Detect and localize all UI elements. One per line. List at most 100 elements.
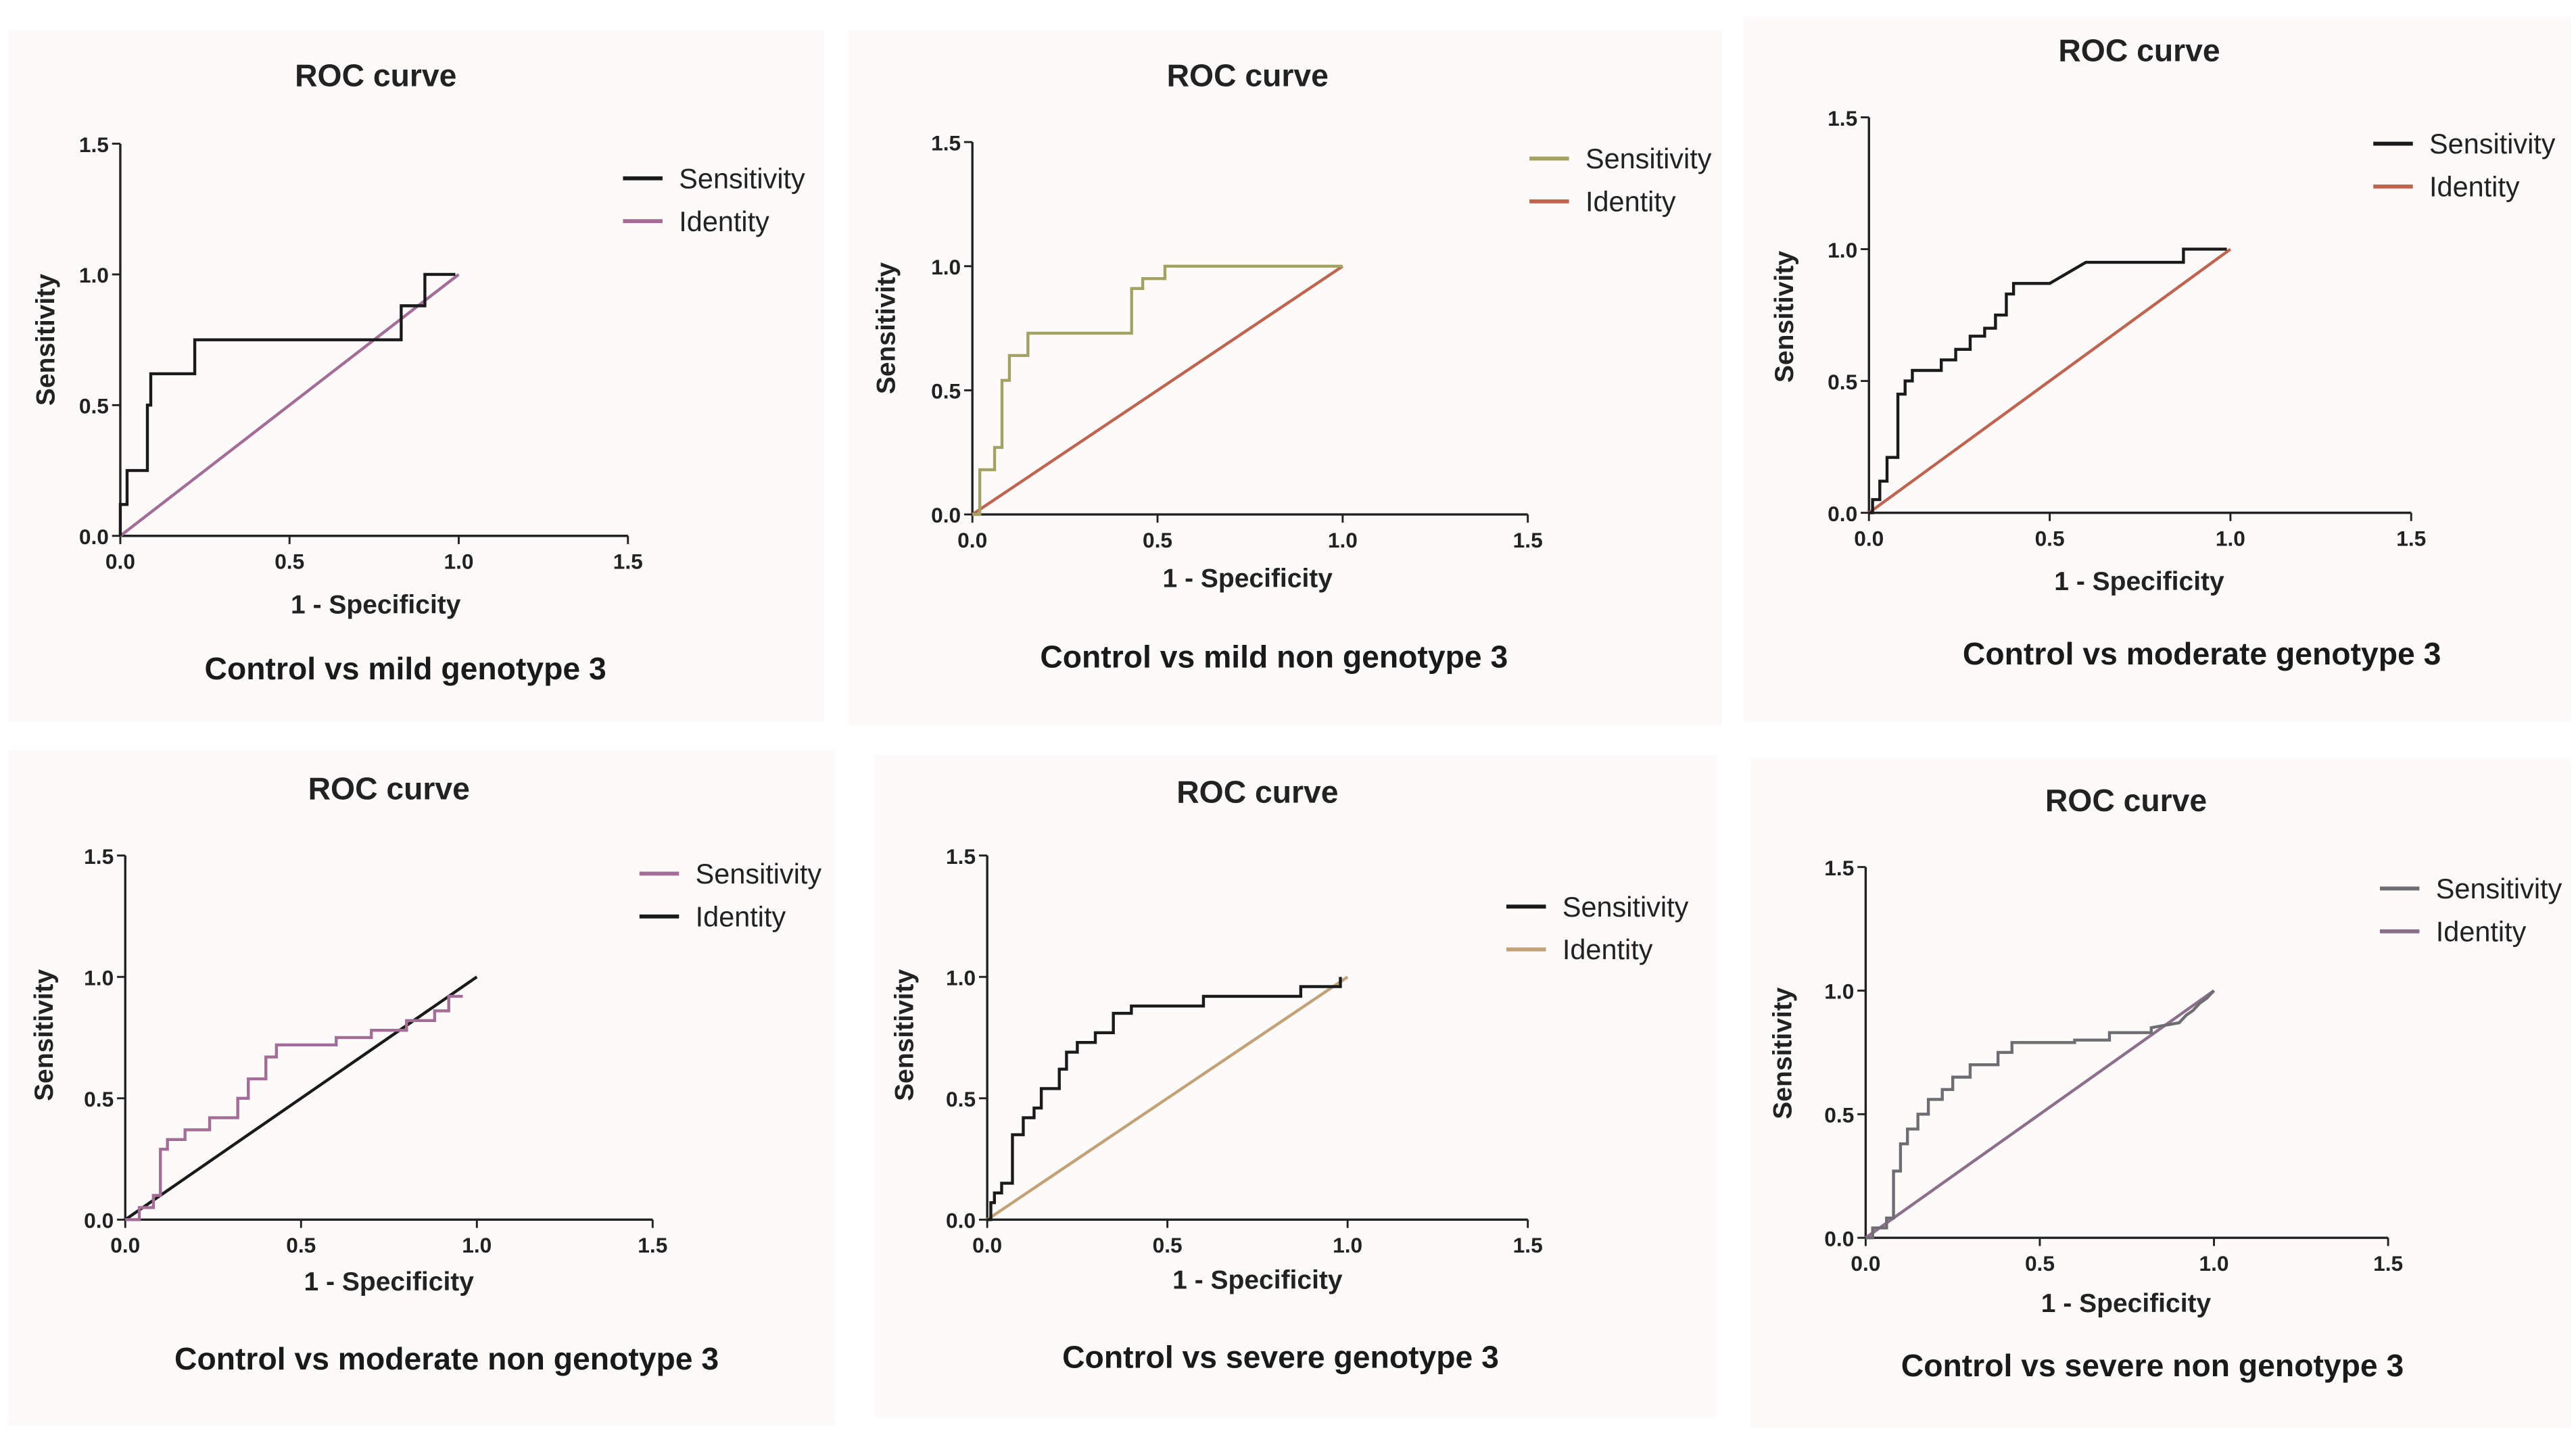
x-tick-label: 1.0 bbox=[1333, 1233, 1362, 1257]
legend-label-sensitivity: Sensitivity bbox=[2436, 873, 2562, 904]
y-axis-label: Sensitivity bbox=[890, 969, 919, 1100]
x-tick-label: 0.0 bbox=[1854, 526, 1884, 550]
x-tick-label: 1.5 bbox=[1513, 528, 1543, 552]
x-tick-label: 0.0 bbox=[105, 549, 135, 573]
legend-label-identity: Identity bbox=[2429, 171, 2520, 203]
y-axis-label: Sensitivity bbox=[1770, 251, 1799, 383]
x-tick-label: 0.0 bbox=[110, 1233, 140, 1257]
x-tick-label: 0.5 bbox=[275, 549, 304, 573]
panel-background bbox=[8, 750, 836, 1426]
y-tick-label: 0.0 bbox=[946, 1209, 976, 1233]
x-tick-label: 1.5 bbox=[2373, 1251, 2403, 1276]
chart-caption: Control vs moderate genotype 3 bbox=[1963, 636, 2441, 671]
y-tick-label: 0.5 bbox=[931, 379, 961, 404]
chart-title: ROC curve bbox=[308, 771, 470, 806]
y-tick-label: 1.0 bbox=[946, 965, 976, 990]
x-tick-label: 1.5 bbox=[613, 549, 643, 573]
panel-background bbox=[849, 30, 1723, 726]
y-tick-label: 1.5 bbox=[1828, 106, 1857, 130]
y-tick-label: 0.0 bbox=[1828, 502, 1857, 526]
y-tick-label: 1.5 bbox=[946, 844, 976, 869]
chart-caption: Control vs severe non genotype 3 bbox=[1901, 1348, 2404, 1383]
series-line-sensitivity bbox=[1865, 990, 2216, 1240]
legend-label-sensitivity: Sensitivity bbox=[2429, 128, 2556, 160]
series-line-sensitivity bbox=[125, 994, 463, 1221]
x-axis-label: 1 - Specificity bbox=[2041, 1289, 2212, 1318]
series-line-identity bbox=[1867, 247, 2232, 514]
y-axis-label: Sensitivity bbox=[30, 969, 59, 1100]
y-tick-label: 1.0 bbox=[79, 263, 109, 287]
y-tick-label: 0.5 bbox=[1824, 1103, 1854, 1127]
y-tick-label: 0.5 bbox=[1828, 370, 1857, 394]
legend-label-sensitivity: Sensitivity bbox=[1585, 143, 1712, 174]
chart-title: ROC curve bbox=[2058, 33, 2220, 68]
series-line-identity bbox=[1865, 989, 2215, 1239]
y-tick-label: 1.5 bbox=[1824, 856, 1854, 880]
legend-label-sensitivity: Sensitivity bbox=[1563, 891, 1689, 923]
y-tick-label: 1.0 bbox=[1824, 979, 1854, 1004]
x-axis-label: 1 - Specificity bbox=[2054, 567, 2224, 596]
x-axis-label: 1 - Specificity bbox=[304, 1267, 475, 1296]
chart-caption: Control vs mild non genotype 3 bbox=[1040, 639, 1508, 675]
legend-label-identity: Identity bbox=[1585, 186, 1676, 218]
x-tick-label: 0.5 bbox=[1153, 1233, 1183, 1257]
y-tick-label: 0.5 bbox=[84, 1087, 114, 1111]
x-tick-label: 0.5 bbox=[1143, 528, 1172, 552]
y-tick-label: 1.0 bbox=[931, 255, 961, 279]
chart-caption: Control vs mild genotype 3 bbox=[205, 651, 606, 686]
roc-panel-4: ROC curve 0.0 0.5 1.0 1.5 0.0 0.5 1.0 1.5 1 - Spe… bbox=[8, 750, 836, 1426]
y-tick-label: 0.5 bbox=[79, 394, 109, 418]
roc-panel-1: ROC curve 0.0 0.5 1.0 1.5 0.0 0.5 1.0 1.5 1 - Spe… bbox=[8, 30, 824, 723]
legend-label-identity: Identity bbox=[2436, 915, 2527, 947]
x-tick-label: 0.0 bbox=[1851, 1251, 1880, 1276]
y-tick-label: 1.5 bbox=[931, 130, 961, 155]
x-tick-label: 0.0 bbox=[972, 1233, 1002, 1257]
x-axis-label: 1 - Specificity bbox=[1163, 564, 1333, 593]
y-tick-label: 0.5 bbox=[946, 1087, 976, 1111]
chart-title: ROC curve bbox=[1167, 57, 1329, 93]
y-axis-label: Sensitivity bbox=[872, 262, 901, 394]
series-line-sensitivity bbox=[972, 264, 1343, 516]
x-tick-label: 1.0 bbox=[2199, 1251, 2229, 1276]
legend-label-identity: Identity bbox=[696, 900, 786, 932]
legend-label-sensitivity: Sensitivity bbox=[696, 858, 822, 890]
series-line-identity bbox=[971, 264, 1344, 516]
roc-panel-3: ROC curve 0.0 0.5 1.0 1.5 0.0 0.5 1.0 1.5 1 - Spe… bbox=[1744, 16, 2571, 723]
x-tick-label: 0.5 bbox=[2035, 526, 2065, 550]
y-tick-label: 0.0 bbox=[84, 1209, 114, 1233]
x-axis-label: 1 - Specificity bbox=[1172, 1266, 1343, 1295]
chart-caption: Control vs severe genotype 3 bbox=[1062, 1340, 1499, 1375]
panel-background bbox=[1744, 16, 2571, 723]
x-tick-label: 1.5 bbox=[2396, 526, 2426, 550]
y-tick-label: 1.5 bbox=[79, 132, 109, 157]
y-tick-label: 1.0 bbox=[84, 965, 114, 990]
legend-label-sensitivity: Sensitivity bbox=[679, 162, 805, 194]
x-tick-label: 1.5 bbox=[638, 1233, 667, 1257]
roc-panel-2: ROC curve 0.0 0.5 1.0 1.5 0.0 0.5 1.0 1.5 1 - Spe… bbox=[849, 30, 1723, 726]
x-tick-label: 1.0 bbox=[2216, 526, 2245, 550]
x-tick-label: 0.5 bbox=[286, 1233, 316, 1257]
y-axis-label: Sensitivity bbox=[1769, 987, 1798, 1119]
y-tick-label: 0.0 bbox=[931, 503, 961, 527]
series-line-sensitivity bbox=[987, 977, 1342, 1221]
x-tick-label: 1.0 bbox=[444, 549, 473, 573]
x-tick-label: 1.0 bbox=[462, 1233, 492, 1257]
x-axis-label: 1 - Specificity bbox=[291, 590, 461, 619]
x-tick-label: 1.5 bbox=[1513, 1233, 1543, 1257]
chart-title: ROC curve bbox=[295, 57, 456, 93]
y-tick-label: 1.5 bbox=[84, 844, 114, 869]
roc-panel-5: ROC curve 0.0 0.5 1.0 1.5 0.0 0.5 1.0 1.5 1 - Spe… bbox=[873, 754, 1717, 1417]
chart-caption: Control vs moderate non genotype 3 bbox=[174, 1341, 719, 1376]
panel-background bbox=[1750, 758, 2571, 1431]
chart-title: ROC curve bbox=[1176, 775, 1338, 810]
x-tick-label: 0.5 bbox=[2025, 1251, 2055, 1276]
series-line-sensitivity bbox=[1869, 247, 2227, 514]
chart-title: ROC curve bbox=[2045, 783, 2207, 818]
roc-panel-6: ROC curve 0.0 0.5 1.0 1.5 0.0 0.5 1.0 1.5 1 - Spe… bbox=[1750, 758, 2571, 1431]
y-tick-label: 0.0 bbox=[1824, 1226, 1854, 1251]
legend-label-identity: Identity bbox=[679, 205, 769, 237]
x-tick-label: 1.0 bbox=[1328, 528, 1358, 552]
series-line-identity bbox=[124, 975, 478, 1221]
